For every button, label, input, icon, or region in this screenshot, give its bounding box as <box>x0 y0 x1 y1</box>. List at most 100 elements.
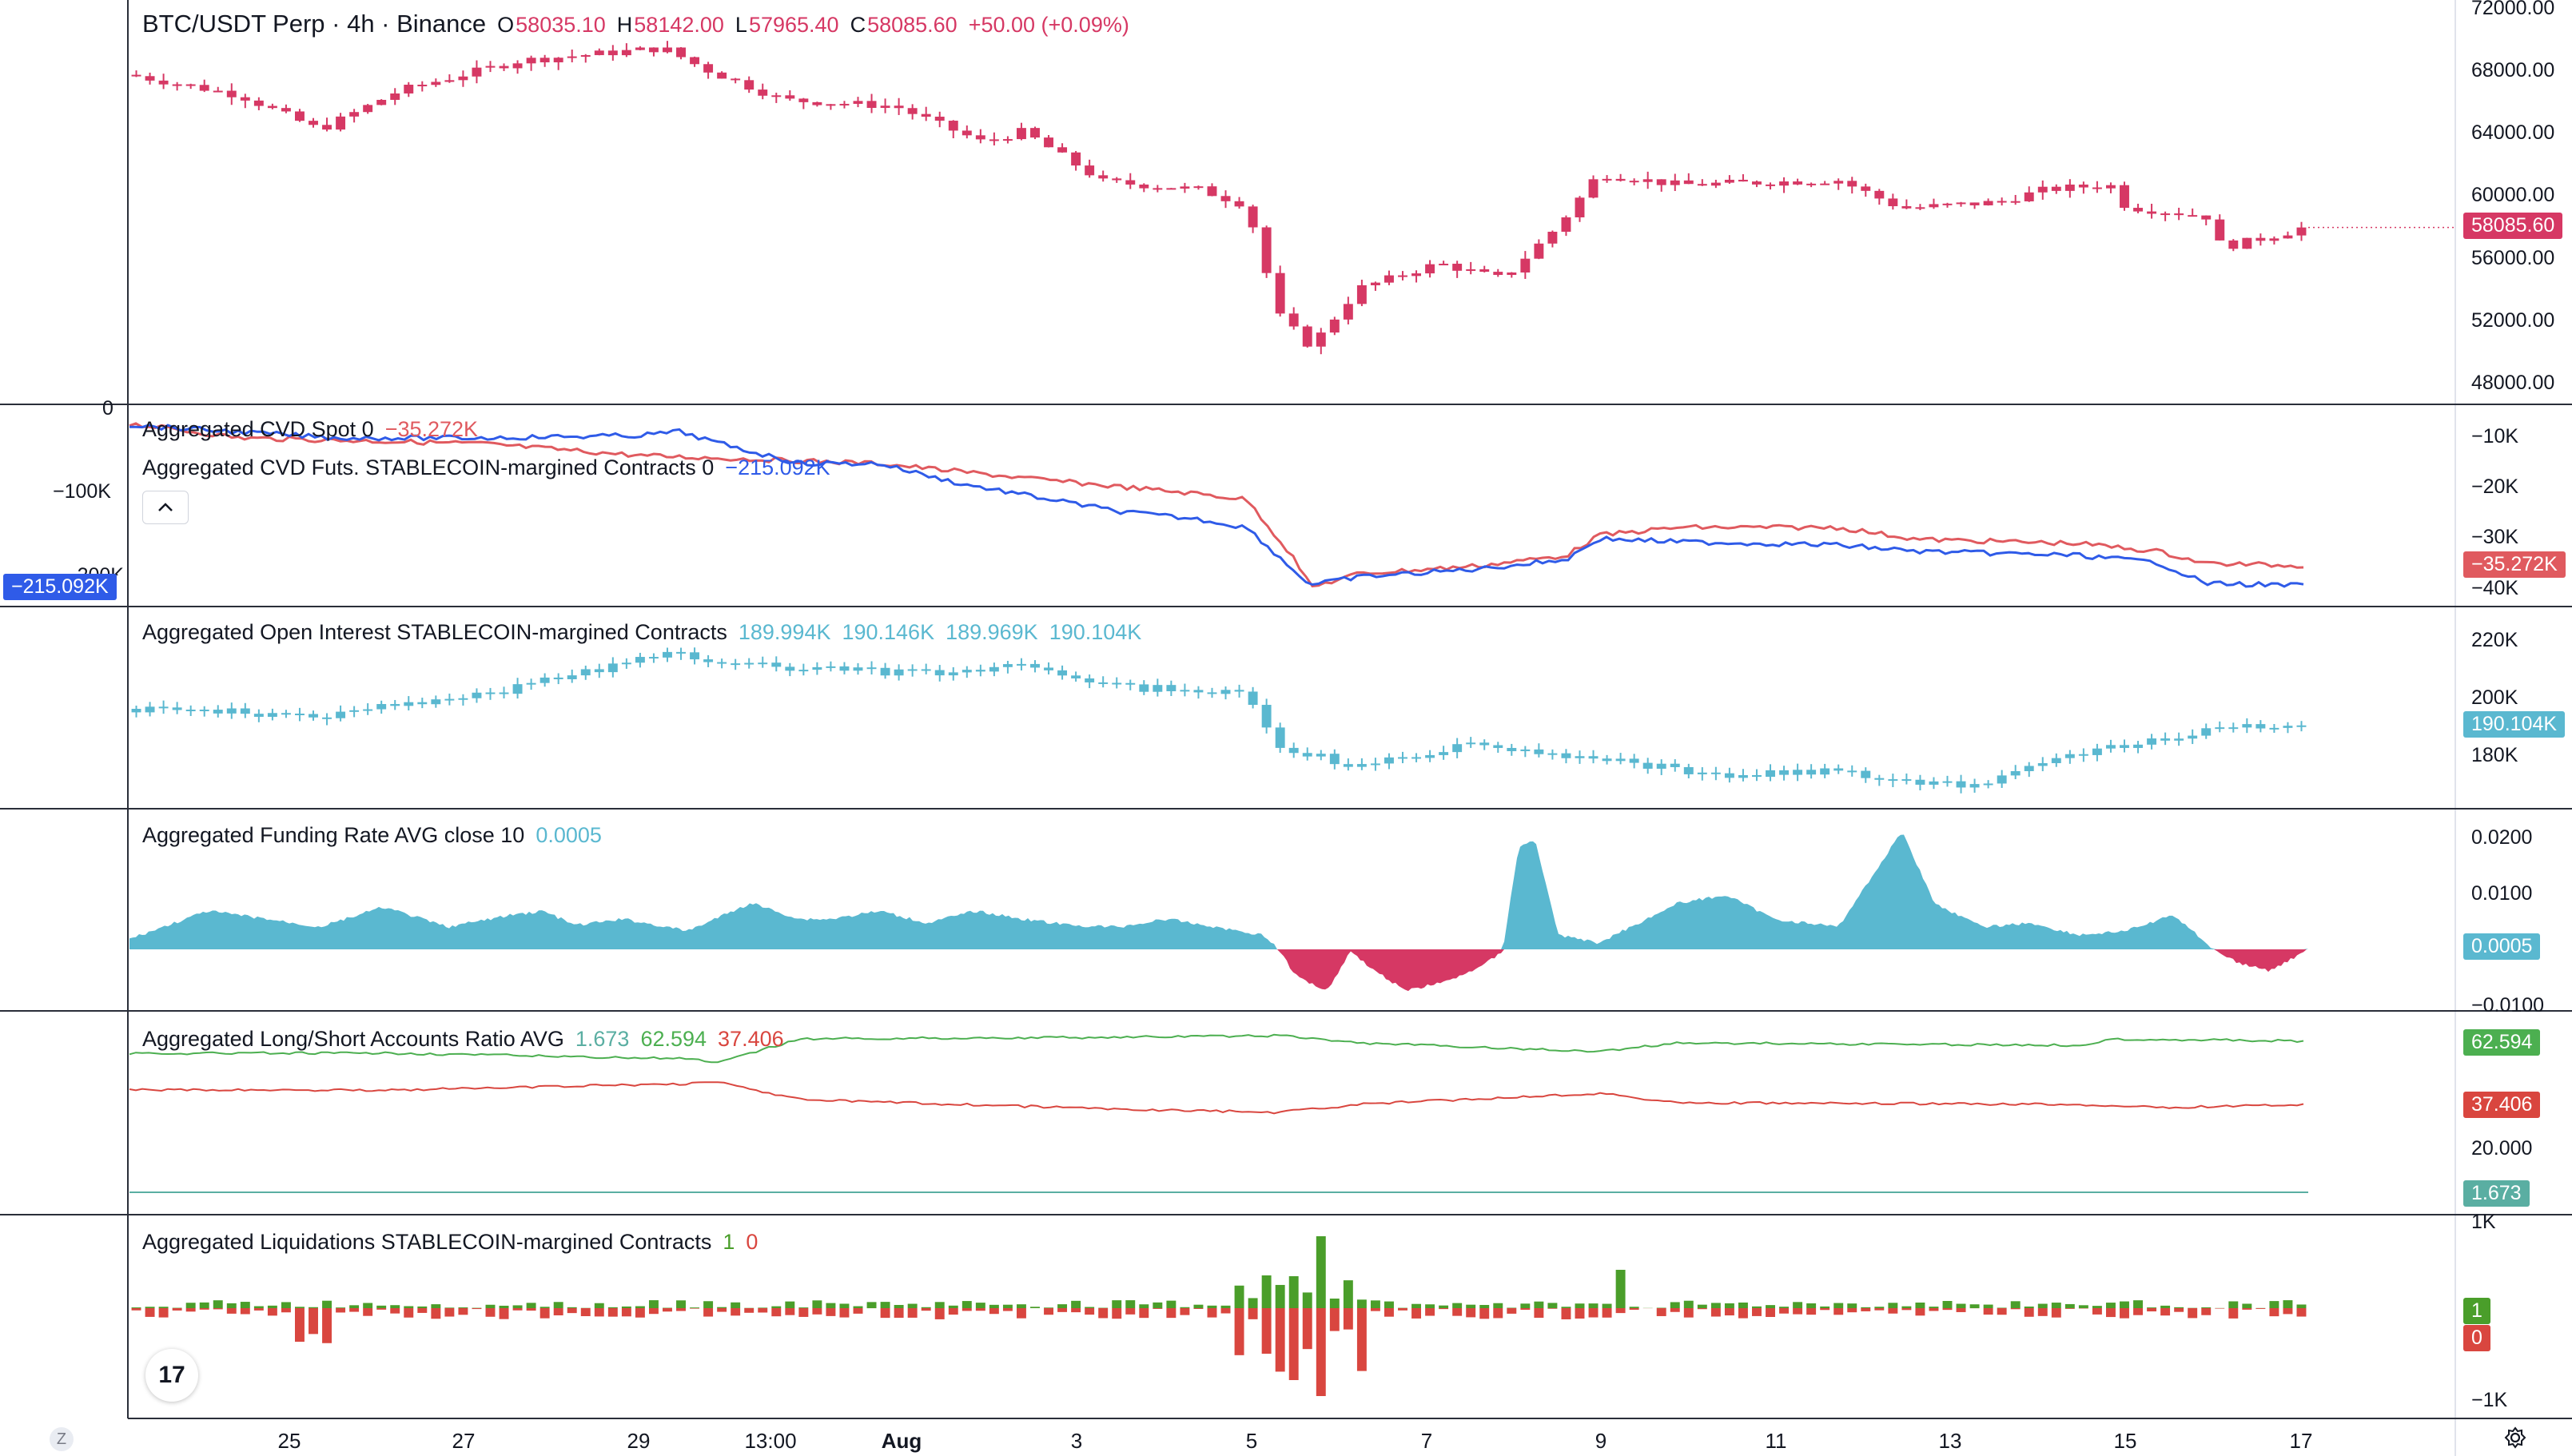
liq-short-bar <box>744 1308 754 1313</box>
liq-short-bar <box>1997 1308 2007 1315</box>
price-candle <box>2078 184 2088 188</box>
price-candle <box>253 100 264 106</box>
price-candle <box>1915 207 1925 209</box>
liq-short-bar <box>1288 1308 1299 1380</box>
settings-button[interactable] <box>2503 1426 2527 1456</box>
time-axis-label: 27 <box>452 1429 476 1453</box>
liq-long-bar <box>676 1300 686 1308</box>
chevron-up-icon <box>158 503 173 511</box>
liq-short-bar <box>607 1308 618 1317</box>
price-candle <box>213 90 223 93</box>
liq-long-bar <box>2174 1307 2184 1308</box>
liq-long-bar <box>1588 1303 1599 1308</box>
ls-axis-label: 20.000 <box>2471 1137 2533 1160</box>
oi-candle <box>512 684 523 694</box>
price-candle <box>2201 215 2212 220</box>
time-axis-label: 5 <box>1245 1429 1258 1453</box>
liq-long-bar <box>1493 1303 1503 1308</box>
liq-long-bar <box>336 1307 346 1308</box>
funding-legend[interactable]: Aggregated Funding Rate AVG close 10 0.0… <box>142 823 602 848</box>
liq-short-bar <box>1356 1308 1367 1371</box>
cvd-spot-tag: −35.272K <box>2463 551 2566 578</box>
liq-long-bar <box>934 1302 945 1308</box>
price-candle <box>145 76 155 81</box>
liq-long-bar <box>363 1303 373 1308</box>
liq-long-bar <box>2296 1304 2307 1308</box>
funding-value: 0.0005 <box>536 823 602 847</box>
price-candle <box>2228 240 2239 249</box>
price-candle <box>2024 192 2034 201</box>
price-candle <box>1547 232 1558 244</box>
price-axis-label: 68000.00 <box>2471 59 2555 82</box>
liq-short-bar <box>676 1308 686 1311</box>
price-candle <box>1370 282 1380 285</box>
liq-short-bar <box>1248 1308 1258 1319</box>
price-candle <box>975 135 985 140</box>
liq-long-value: 1 <box>723 1230 735 1254</box>
liq-short-bar <box>1561 1308 1571 1319</box>
liq-long-bar <box>607 1307 618 1308</box>
cvd-futs-legend[interactable]: Aggregated CVD Futs. STABLECOIN-margined… <box>142 455 830 480</box>
price-candle <box>1901 206 1912 209</box>
oi-candle <box>607 663 618 673</box>
liq-short-bar <box>2228 1308 2239 1319</box>
funding-negative-area <box>129 949 2308 992</box>
liq-short-bar <box>1112 1308 1122 1319</box>
oi-legend[interactable]: Aggregated Open Interest STABLECOIN-marg… <box>142 620 1141 645</box>
liq-short-bar <box>1738 1308 1748 1319</box>
price-candle <box>1806 183 1817 185</box>
oi-candle <box>648 657 659 659</box>
ls-ratio-value: 1.673 <box>575 1027 630 1051</box>
price-candle <box>1983 201 1993 205</box>
liq-long-bar <box>1956 1303 1966 1308</box>
price-candle <box>635 47 645 50</box>
price-candle <box>390 93 400 100</box>
price-candle <box>472 67 482 77</box>
price-candle <box>2296 227 2307 236</box>
oi-candle <box>1670 763 1680 767</box>
liq-long-bar <box>1575 1303 1585 1308</box>
time-axis-label: 15 <box>2113 1429 2137 1453</box>
liq-long-bar <box>1534 1301 1544 1308</box>
price-candle <box>1793 181 1803 185</box>
ls-legend[interactable]: Aggregated Long/Short Accounts Ratio AVG… <box>142 1027 784 1052</box>
time-axis-label: 29 <box>627 1429 651 1453</box>
cvd-right-axis-label: −30K <box>2471 526 2519 548</box>
liq-long-bar <box>1044 1307 1053 1308</box>
price-candle <box>539 58 550 62</box>
liq-long-bar <box>690 1307 700 1308</box>
zoom-reset-button[interactable]: Z <box>50 1427 74 1451</box>
price-candle <box>2147 211 2157 214</box>
oi-candle <box>2283 726 2293 728</box>
liq-short-bar <box>853 1308 863 1314</box>
oi-candle <box>866 667 877 670</box>
liq-long-bar <box>485 1304 496 1308</box>
price-candle <box>798 98 809 102</box>
price-candle <box>376 99 387 105</box>
liq-legend[interactable]: Aggregated Liquidations STABLECOIN-margi… <box>142 1230 758 1255</box>
liq-short-bar <box>1098 1308 1109 1319</box>
oi-candle <box>1166 685 1177 691</box>
oi-candle <box>363 709 373 711</box>
oi-candle <box>621 662 631 665</box>
collapse-legend-button[interactable] <box>142 491 189 524</box>
symbol-title[interactable]: BTC/USDT Perp · 4h · Binance <box>142 10 487 38</box>
oi-candle <box>676 651 686 654</box>
price-candle <box>1275 273 1285 314</box>
cvd-spot-legend[interactable]: Aggregated CVD Spot 0 −35.272K <box>142 417 478 442</box>
price-candle <box>1929 204 1939 208</box>
oi-candle <box>390 704 400 706</box>
tradingview-logo[interactable]: 17 <box>145 1349 198 1402</box>
liq-short-bar <box>1915 1308 1925 1316</box>
liq-short-bar <box>731 1308 741 1316</box>
price-candle <box>444 80 455 82</box>
price-candle <box>621 50 631 56</box>
liq-short-bar <box>1071 1308 1081 1313</box>
liq-short-bar <box>785 1308 795 1315</box>
oi-value-open: 189.994K <box>738 620 831 644</box>
price-candle <box>1085 165 1095 176</box>
price-candle <box>894 105 904 109</box>
price-candle <box>1507 272 1517 276</box>
price-candle <box>1997 201 2007 203</box>
